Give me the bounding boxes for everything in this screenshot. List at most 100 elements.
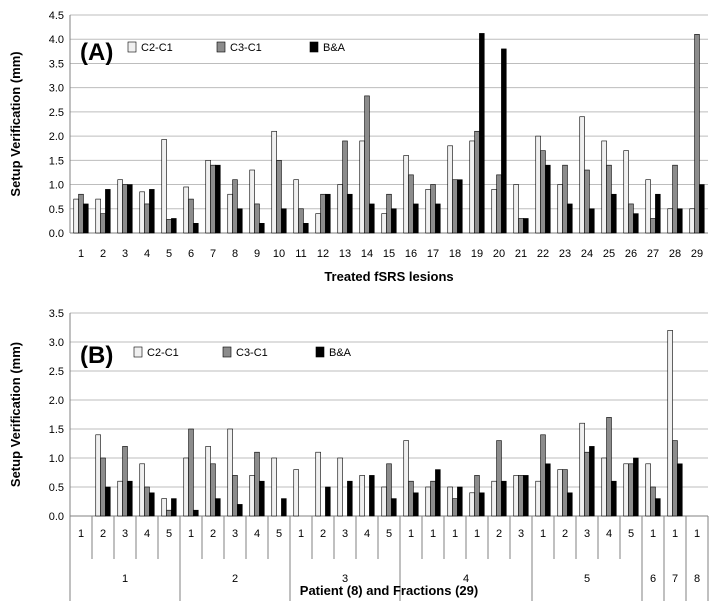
bar xyxy=(645,463,651,517)
bar xyxy=(210,463,216,517)
x-tick-label: 6 xyxy=(188,248,194,260)
x-tick-label: 3 xyxy=(518,528,524,540)
bar xyxy=(672,440,678,517)
group-label: 8 xyxy=(694,573,700,585)
bar xyxy=(281,498,287,517)
bar xyxy=(435,203,441,234)
x-tick-label: 1 xyxy=(452,528,458,540)
bar xyxy=(672,164,678,234)
bar xyxy=(205,446,211,517)
panel-label: (B) xyxy=(80,342,113,369)
x-tick-label: 17 xyxy=(427,248,439,260)
bar xyxy=(117,179,123,234)
bar xyxy=(496,174,502,234)
x-tick-label: 1 xyxy=(650,528,656,540)
bar xyxy=(677,208,683,234)
bar xyxy=(430,480,436,517)
bar xyxy=(381,486,387,517)
x-tick-label: 1 xyxy=(188,528,194,540)
bar xyxy=(171,498,177,517)
bar xyxy=(567,203,573,234)
legend-swatch xyxy=(133,346,143,358)
bar xyxy=(303,223,309,234)
bar xyxy=(545,463,551,517)
y-tick-label: 2.5 xyxy=(49,107,64,119)
bar xyxy=(457,179,463,234)
x-tick-label: 2 xyxy=(496,528,502,540)
bar xyxy=(435,469,441,517)
bar xyxy=(325,193,331,234)
bar xyxy=(232,475,238,517)
y-tick-label: 2.0 xyxy=(49,131,64,143)
x-tick-label: 27 xyxy=(647,248,659,260)
legend-label: C3-C1 xyxy=(230,42,262,54)
y-axis-title: Setup Verification (mm) xyxy=(8,51,23,196)
y-tick-label: 2.0 xyxy=(49,395,64,407)
bar xyxy=(452,498,458,517)
bar xyxy=(633,457,639,517)
bar xyxy=(166,509,172,517)
bar xyxy=(611,193,617,234)
x-tick-label: 1 xyxy=(430,528,436,540)
y-tick-label: 3.5 xyxy=(49,308,64,320)
group-label: 2 xyxy=(232,573,238,585)
bar xyxy=(237,208,243,234)
y-axis-title: Setup Verification (mm) xyxy=(8,342,23,487)
bar xyxy=(259,480,265,517)
bar xyxy=(447,145,453,234)
bar xyxy=(249,475,255,517)
panel-b: 0.0 0.5 1.0 1.5 2.0 2.5 3.0 3.5 1 2 3 4 5 1 2 3 4 5 1 2 3 4 5 1… xyxy=(8,308,709,601)
x-tick-label: 10 xyxy=(273,248,285,260)
bar xyxy=(249,169,255,234)
bar xyxy=(518,218,524,234)
y-tick-label: 0.0 xyxy=(49,228,64,240)
bar xyxy=(73,198,79,234)
bar xyxy=(78,193,84,234)
bar xyxy=(298,208,304,234)
bar xyxy=(562,164,568,234)
x-tick-label: 3 xyxy=(122,528,128,540)
bar xyxy=(611,480,617,517)
legend-swatch xyxy=(216,41,226,53)
x-axis-title: Patient (8) and Fractions (29) xyxy=(300,583,478,598)
bar xyxy=(359,140,365,234)
bar xyxy=(139,191,145,234)
bar xyxy=(518,475,524,517)
legend-swatch xyxy=(309,41,319,53)
x-tick-label: 8 xyxy=(232,248,238,260)
bar xyxy=(535,480,541,517)
group-label: 1 xyxy=(122,573,128,585)
bar xyxy=(601,457,607,517)
panel-label: (A) xyxy=(80,39,113,66)
bar xyxy=(188,198,194,234)
x-tick-label: 4 xyxy=(606,528,612,540)
bar xyxy=(183,457,189,517)
bar xyxy=(271,457,277,517)
bar xyxy=(320,193,326,234)
legend-label: C2-C1 xyxy=(141,42,173,54)
y-tick-label: 3.5 xyxy=(49,58,64,70)
bar xyxy=(562,469,568,517)
x-tick-label: 15 xyxy=(383,248,395,260)
x-tick-label: 1 xyxy=(298,528,304,540)
bar xyxy=(127,184,133,234)
bar xyxy=(513,475,519,517)
bar xyxy=(205,160,211,234)
legend-label: B&A xyxy=(329,347,352,359)
x-tick-label: 5 xyxy=(166,248,172,260)
x-tick-label: 18 xyxy=(449,248,461,260)
bar xyxy=(523,218,529,234)
bar xyxy=(694,34,700,234)
bar xyxy=(501,48,507,234)
bar xyxy=(496,440,502,517)
bar xyxy=(161,139,167,234)
bar xyxy=(227,193,233,234)
bar xyxy=(100,457,106,517)
x-tick-label: 25 xyxy=(603,248,615,260)
bar xyxy=(95,434,101,517)
bar xyxy=(479,33,485,234)
x-tick-label: 1 xyxy=(540,528,546,540)
legend-label: B&A xyxy=(323,42,346,54)
bar xyxy=(386,463,392,517)
y-tick-label: 1.5 xyxy=(49,155,64,167)
